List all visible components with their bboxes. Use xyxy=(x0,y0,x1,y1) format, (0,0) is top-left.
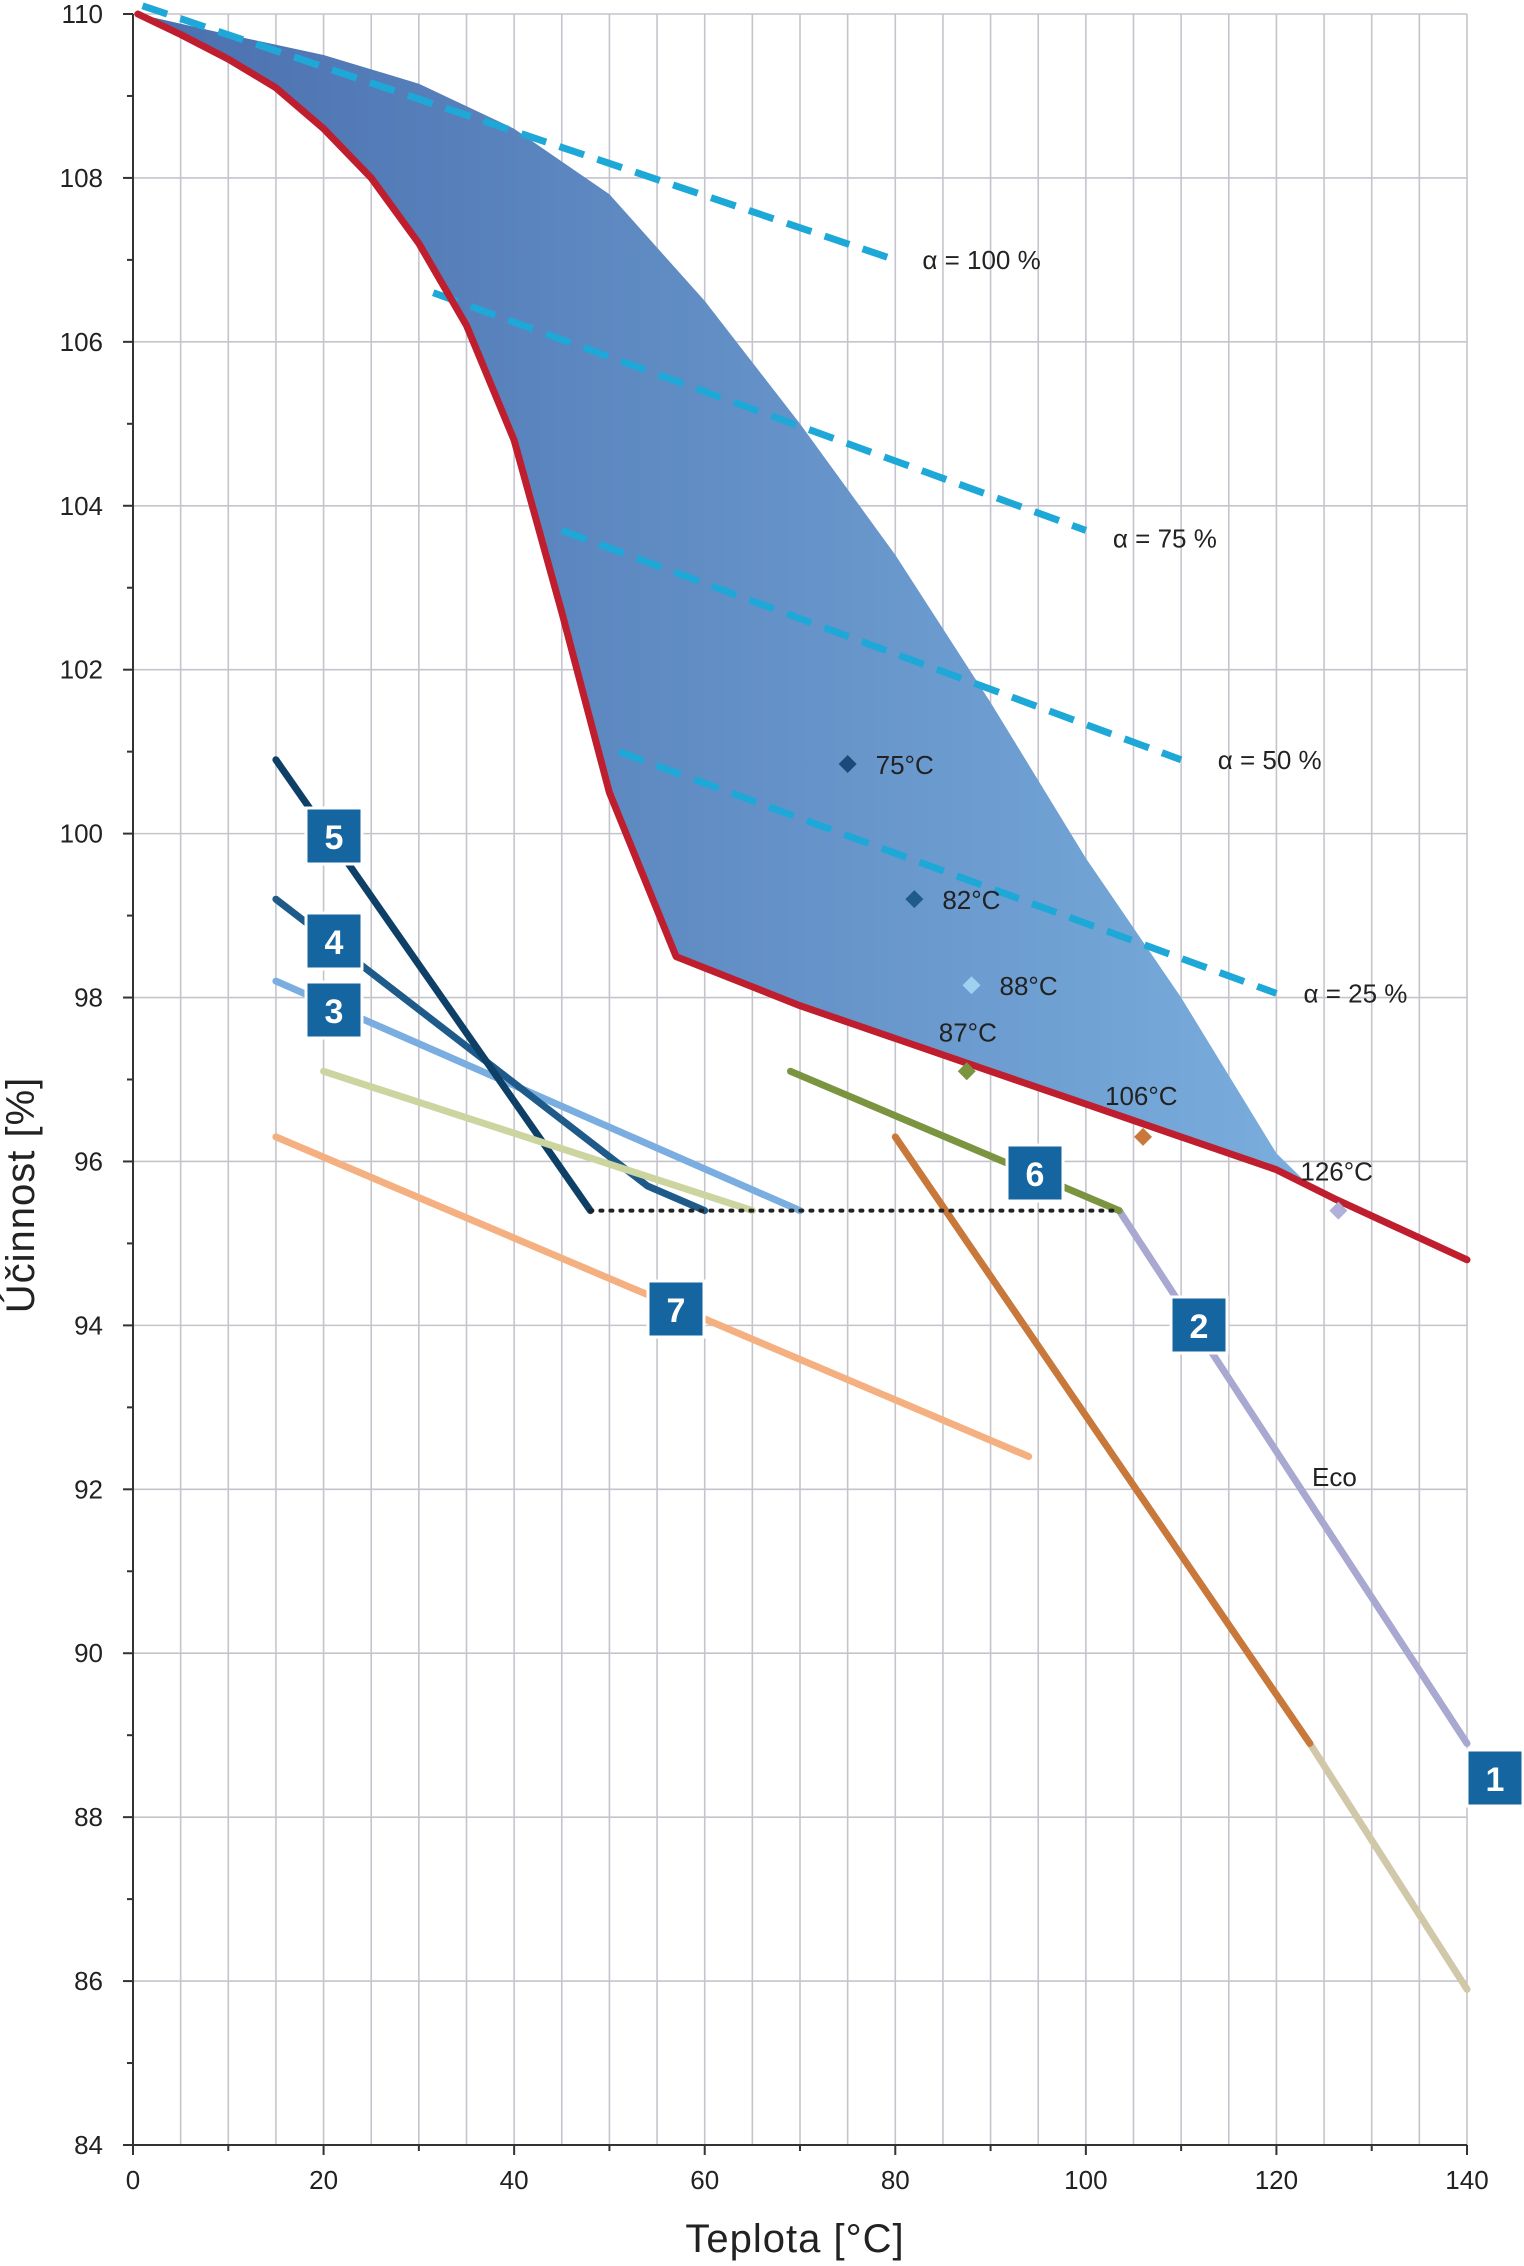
series-line-1 xyxy=(1115,1207,1471,1747)
badge-label-1: 1 xyxy=(1486,1761,1505,1799)
x-tick-label: 140 xyxy=(1445,2165,1488,2195)
y-tick-label: 84 xyxy=(74,2130,103,2160)
y-tick-label: 108 xyxy=(60,163,103,193)
y-tick-label: 98 xyxy=(74,983,103,1013)
series-line-4 xyxy=(272,895,709,1215)
series-line-2 xyxy=(891,1133,1314,1747)
markers: 75°C 82°C 88°C87°C 106°C 126°C xyxy=(838,750,1373,1220)
y-tick-label: 90 xyxy=(74,1638,103,1668)
y-tick-label: 88 xyxy=(74,1802,103,1832)
grid xyxy=(132,13,1468,2146)
alpha-label-0: α = 100 % xyxy=(922,245,1040,275)
x-tick-label: 20 xyxy=(309,2165,338,2195)
marker-point-5 xyxy=(1329,1201,1348,1220)
alpha-label-2: α = 50 % xyxy=(1218,745,1322,775)
y-tick-label: 104 xyxy=(60,491,103,521)
x-axis-title: Teplota [°C] xyxy=(685,2217,904,2261)
marker-point-2 xyxy=(962,976,981,995)
marker-label-0: 75°C xyxy=(876,750,934,780)
badge-label-7: 7 xyxy=(667,1292,686,1330)
x-tick-label: 80 xyxy=(881,2165,910,2195)
y-axis-title: Účinnost [%] xyxy=(0,1077,43,1314)
alpha-lines: α = 100 % α = 75 % α = 50 % α = 25 % xyxy=(141,2,1407,1008)
badge-label-4: 4 xyxy=(325,924,344,962)
x-tick-label: 0 xyxy=(126,2165,140,2195)
x-tick-label: 100 xyxy=(1064,2165,1107,2195)
x-tick-label: 60 xyxy=(690,2165,719,2195)
marker-label-1: 82°C xyxy=(942,885,1000,915)
alpha-line-0 xyxy=(141,2,897,264)
x-tick-label: 120 xyxy=(1255,2165,1298,2195)
eco-annotation: Eco xyxy=(1312,1462,1357,1492)
y-tick-label: 110 xyxy=(62,0,103,29)
badge-box-1 xyxy=(1465,1748,1524,1808)
marker-label-4: 106°C xyxy=(1105,1081,1178,1111)
series-line-1b xyxy=(1306,1739,1471,1993)
alpha-line-1 xyxy=(432,289,1088,534)
badge-label-2: 2 xyxy=(1190,1308,1209,1346)
red-curve-line xyxy=(134,10,1471,1264)
efficiency-region xyxy=(137,14,1310,1186)
red-boundary-curve xyxy=(134,10,1471,1264)
badge-box-4 xyxy=(304,911,364,971)
badge-box-5 xyxy=(304,806,364,866)
y-tick-label: 102 xyxy=(60,655,103,685)
y-tick-label: 86 xyxy=(74,1966,103,1996)
x-tick-label: 40 xyxy=(500,2165,529,2195)
alpha-line-2 xyxy=(560,527,1183,764)
y-tick-label: 96 xyxy=(74,1146,103,1176)
marker-point-0 xyxy=(838,754,857,773)
marker-label-5: 126°C xyxy=(1300,1157,1373,1187)
marker-point-1 xyxy=(905,890,924,909)
alpha-label-1: α = 75 % xyxy=(1113,524,1217,554)
y-tick-label: 94 xyxy=(74,1310,103,1340)
marker-point-3 xyxy=(957,1062,976,1081)
marker-point-4 xyxy=(1134,1127,1153,1146)
axes: 84 86 88 90 92 94 96 98 100 102 104 106 108 110 0 20 40 6… xyxy=(60,0,1489,2195)
series-line-8 xyxy=(320,1067,756,1215)
y-tick-label: 106 xyxy=(60,327,103,357)
badges xyxy=(304,806,1524,1808)
alpha-line-3 xyxy=(617,748,1278,997)
alpha-label-3: α = 25 % xyxy=(1303,978,1407,1008)
marker-label-2: 88°C xyxy=(1000,971,1058,1001)
badge-box-2 xyxy=(1169,1295,1229,1355)
badge-label-3: 3 xyxy=(325,993,344,1031)
badge-label-6: 6 xyxy=(1026,1156,1045,1194)
badge-label-5: 5 xyxy=(325,819,344,857)
marker-label-3: 87°C xyxy=(939,1017,997,1047)
badge-box-7 xyxy=(646,1279,706,1339)
badge-box-6 xyxy=(1005,1143,1065,1203)
y-tick-label: 92 xyxy=(74,1474,103,1504)
y-tick-label: 100 xyxy=(60,819,103,849)
efficiency-area xyxy=(137,14,1310,1186)
badge-box-3 xyxy=(304,980,364,1040)
